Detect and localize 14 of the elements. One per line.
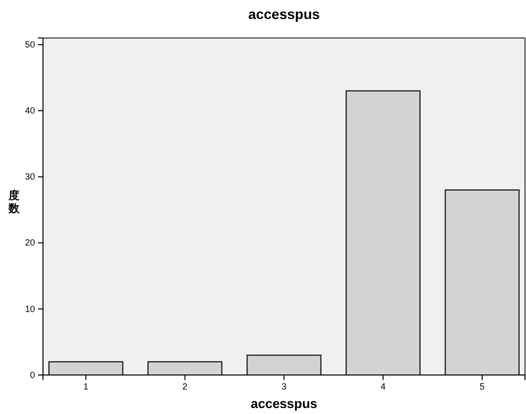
x-tick-label: 4 — [380, 381, 386, 392]
x-tick-label: 2 — [182, 381, 188, 392]
y-tick-label: 10 — [24, 304, 35, 314]
y-tick-label: 40 — [24, 106, 35, 116]
y-tick-label: 20 — [24, 238, 35, 248]
x-tick-label: 5 — [480, 381, 485, 392]
x-tick-label: 3 — [281, 381, 287, 392]
y-axis-title: 度数 — [8, 189, 20, 215]
y-tick-label: 30 — [24, 172, 35, 182]
x-axis-title: accesspus — [250, 396, 318, 411]
chart-title: accesspus — [248, 6, 320, 22]
y-tick-label: 50 — [24, 39, 35, 50]
x-tick-label: 1 — [83, 381, 88, 392]
y-tick-label: 0 — [30, 370, 35, 380]
